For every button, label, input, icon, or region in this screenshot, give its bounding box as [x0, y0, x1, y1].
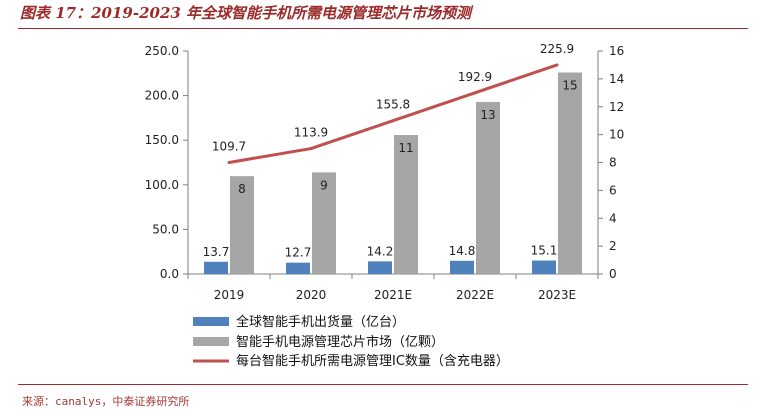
data-label-market: 113.9 — [294, 126, 328, 140]
x-tick-label: 2023E — [538, 288, 576, 302]
bar-shipments — [450, 260, 474, 274]
data-label-market: 192.9 — [458, 70, 492, 84]
y-left-tick-label: 200.0 — [145, 89, 179, 103]
legend-swatch-market — [193, 337, 229, 346]
y-left-tick-label: 250.0 — [145, 44, 179, 58]
footer-divider — [18, 384, 748, 385]
data-label-ic-count: 15 — [562, 78, 577, 92]
point-ic-count — [473, 91, 477, 95]
y-right-tick-label: 10 — [609, 128, 624, 142]
data-label-ic-count: 8 — [238, 182, 246, 196]
line-ic-count — [228, 63, 558, 164]
legend-label-market: 智能手机电源管理芯片市场（亿颗） — [236, 334, 444, 350]
data-label-market: 225.9 — [540, 42, 574, 56]
point-ic-count — [309, 147, 313, 151]
title-divider — [18, 28, 748, 29]
data-label-shipments: 12.7 — [285, 246, 312, 260]
bar-power-ic-market — [476, 101, 500, 274]
y-right-tick-label: 6 — [609, 183, 617, 197]
bar-power-ic-market — [312, 172, 336, 274]
y-right-tick-label: 0 — [609, 267, 617, 281]
chart-line — [227, 63, 559, 164]
bar-power-ic-market — [230, 176, 254, 274]
bar-power-ic-market — [558, 72, 582, 275]
point-ic-count — [227, 161, 231, 164]
bar-shipments — [286, 262, 310, 274]
data-label-ic-count: 9 — [320, 178, 328, 192]
y-right-tick-label: 8 — [609, 156, 617, 170]
x-tick-label: 2019 — [214, 288, 245, 302]
source-note: 来源：canalys，中泰证券研究所 — [22, 395, 190, 408]
data-label-shipments: 13.7 — [203, 245, 230, 259]
point-ic-count — [391, 119, 395, 123]
figure-title: 图表 17：2019-2023 年全球智能手机所需电源管理芯片市场预测 — [20, 4, 472, 22]
legend-swatch-shipments — [193, 317, 229, 326]
y-left-tick-label: 0.0 — [160, 267, 179, 281]
legend-label-ic-count: 每台智能手机所需电源管理IC数量（含充电器） — [236, 353, 509, 369]
bar-shipments — [368, 261, 392, 274]
data-label-shipments: 14.2 — [367, 244, 394, 258]
data-label-market: 155.8 — [376, 98, 410, 112]
data-label-ic-count: 11 — [398, 141, 413, 155]
chart-bars — [204, 72, 582, 275]
data-label-shipments: 15.1 — [531, 244, 558, 258]
x-tick-label: 2021E — [374, 288, 412, 302]
y-left-tick-label: 150.0 — [145, 133, 179, 147]
x-tick-label: 2020 — [296, 288, 327, 302]
chart-legend: 全球智能手机出货量（亿台） 智能手机电源管理芯片市场（亿颗） 每台智能手机所需电源管… — [193, 314, 509, 369]
x-tick-label: 2022E — [456, 288, 494, 302]
data-label-ic-count: 13 — [480, 108, 495, 122]
y-right-tick-label: 12 — [609, 100, 624, 114]
bar-power-ic-market — [394, 135, 418, 274]
bar-shipments — [532, 260, 556, 274]
power-ic-market-chart: 0.0 50.0 100.0 150.0 200.0 250.0 0 2 4 6 8 10 12 14 16… — [145, 42, 625, 369]
y-right-tick-label: 2 — [609, 239, 617, 253]
legend-label-shipments: 全球智能手机出货量（亿台） — [236, 314, 405, 330]
bar-shipments — [204, 261, 228, 274]
chart-labels: 13.7 8 12.7 9 14.2 11 14.8 13 15.1 15 109.7 113.9 15… — [203, 42, 578, 260]
y-right-tick-label: 16 — [609, 44, 624, 58]
y-left-tick-label: 100.0 — [145, 178, 179, 192]
y-right-tick-label: 14 — [609, 72, 624, 86]
y-left-tick-label: 50.0 — [152, 222, 179, 236]
y-right-tick-label: 4 — [609, 211, 617, 225]
data-label-market: 109.7 — [212, 140, 246, 154]
chart-axes: 0.0 50.0 100.0 150.0 200.0 250.0 0 2 4 6 8 10 12 14 16… — [145, 44, 625, 302]
point-ic-count — [555, 63, 559, 67]
data-label-shipments: 14.8 — [449, 244, 476, 258]
